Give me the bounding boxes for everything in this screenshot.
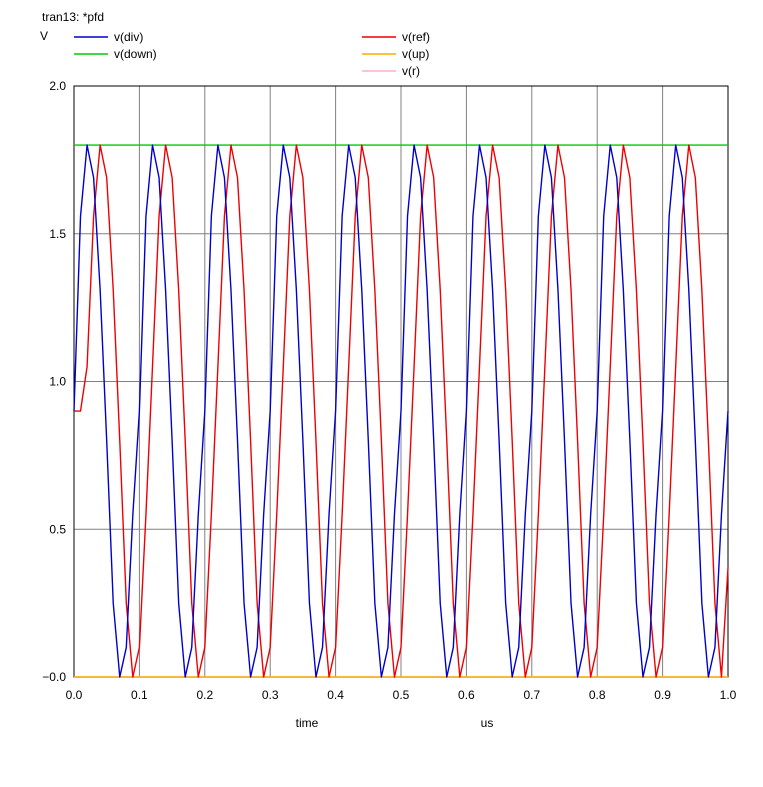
y-tick-label: −0.0 [42,670,66,684]
legend-label-v-div-: v(div) [114,30,143,44]
y-tick-label: 1.0 [49,375,66,389]
legend-label-v-r-: v(r) [402,64,420,78]
legend-label-v-ref-: v(ref) [402,30,430,44]
series-layer [73,144,729,678]
series-line-v-ref- [74,144,729,678]
x-axis-label: time [296,716,319,730]
legend-label-v-up-: v(up) [402,47,429,61]
legend-label-v-down-: v(down) [114,47,157,61]
x-tick-label: 0.3 [262,688,279,702]
legend: v(div) v(ref) v(down) v(up) v(r) [74,30,430,78]
x-tick-labels: 0.0 0.1 0.2 0.3 0.4 0.5 0.6 0.7 0.8 0.9 1.0 [66,688,737,702]
x-tick-label: 0.8 [589,688,606,702]
y-tick-label: 1.5 [49,227,66,241]
y-axis-label: V [40,29,48,43]
y-tick-label: 2.0 [49,79,66,93]
x-tick-label: 0.2 [196,688,213,702]
x-tick-label: 0.9 [654,688,671,702]
chart-title: tran13: *pfd [42,10,104,24]
x-tick-label: 0.4 [327,688,344,702]
x-tick-label: 0.6 [458,688,475,702]
x-tick-label: 0.0 [66,688,83,702]
x-tick-label: 0.5 [393,688,410,702]
x-tick-label: 1.0 [720,688,737,702]
x-tick-label: 0.1 [131,688,148,702]
series-line-v-div- [73,144,729,678]
y-tick-labels: −0.0 0.5 1.0 1.5 2.0 [42,79,66,684]
x-axis-unit: us [481,716,494,730]
y-tick-label: 0.5 [49,522,66,536]
x-tick-label: 0.7 [523,688,540,702]
